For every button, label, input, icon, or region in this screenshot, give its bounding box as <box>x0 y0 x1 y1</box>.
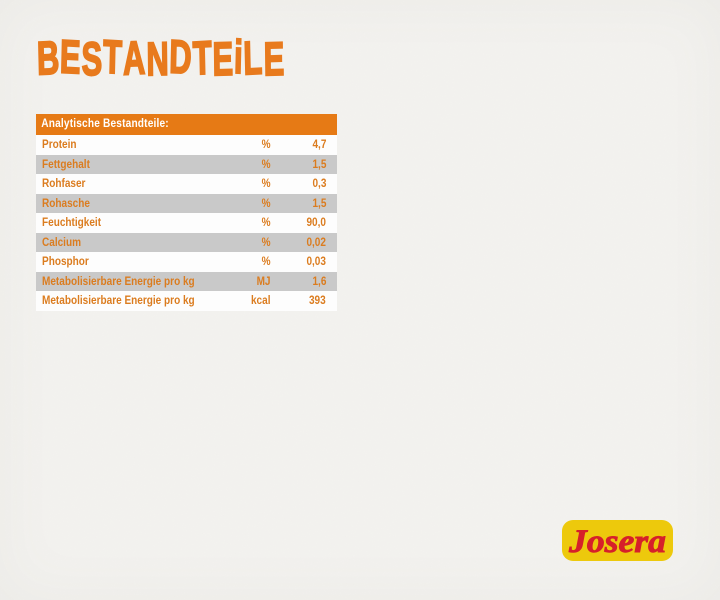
svg-text:Josera: Josera <box>568 524 666 560</box>
